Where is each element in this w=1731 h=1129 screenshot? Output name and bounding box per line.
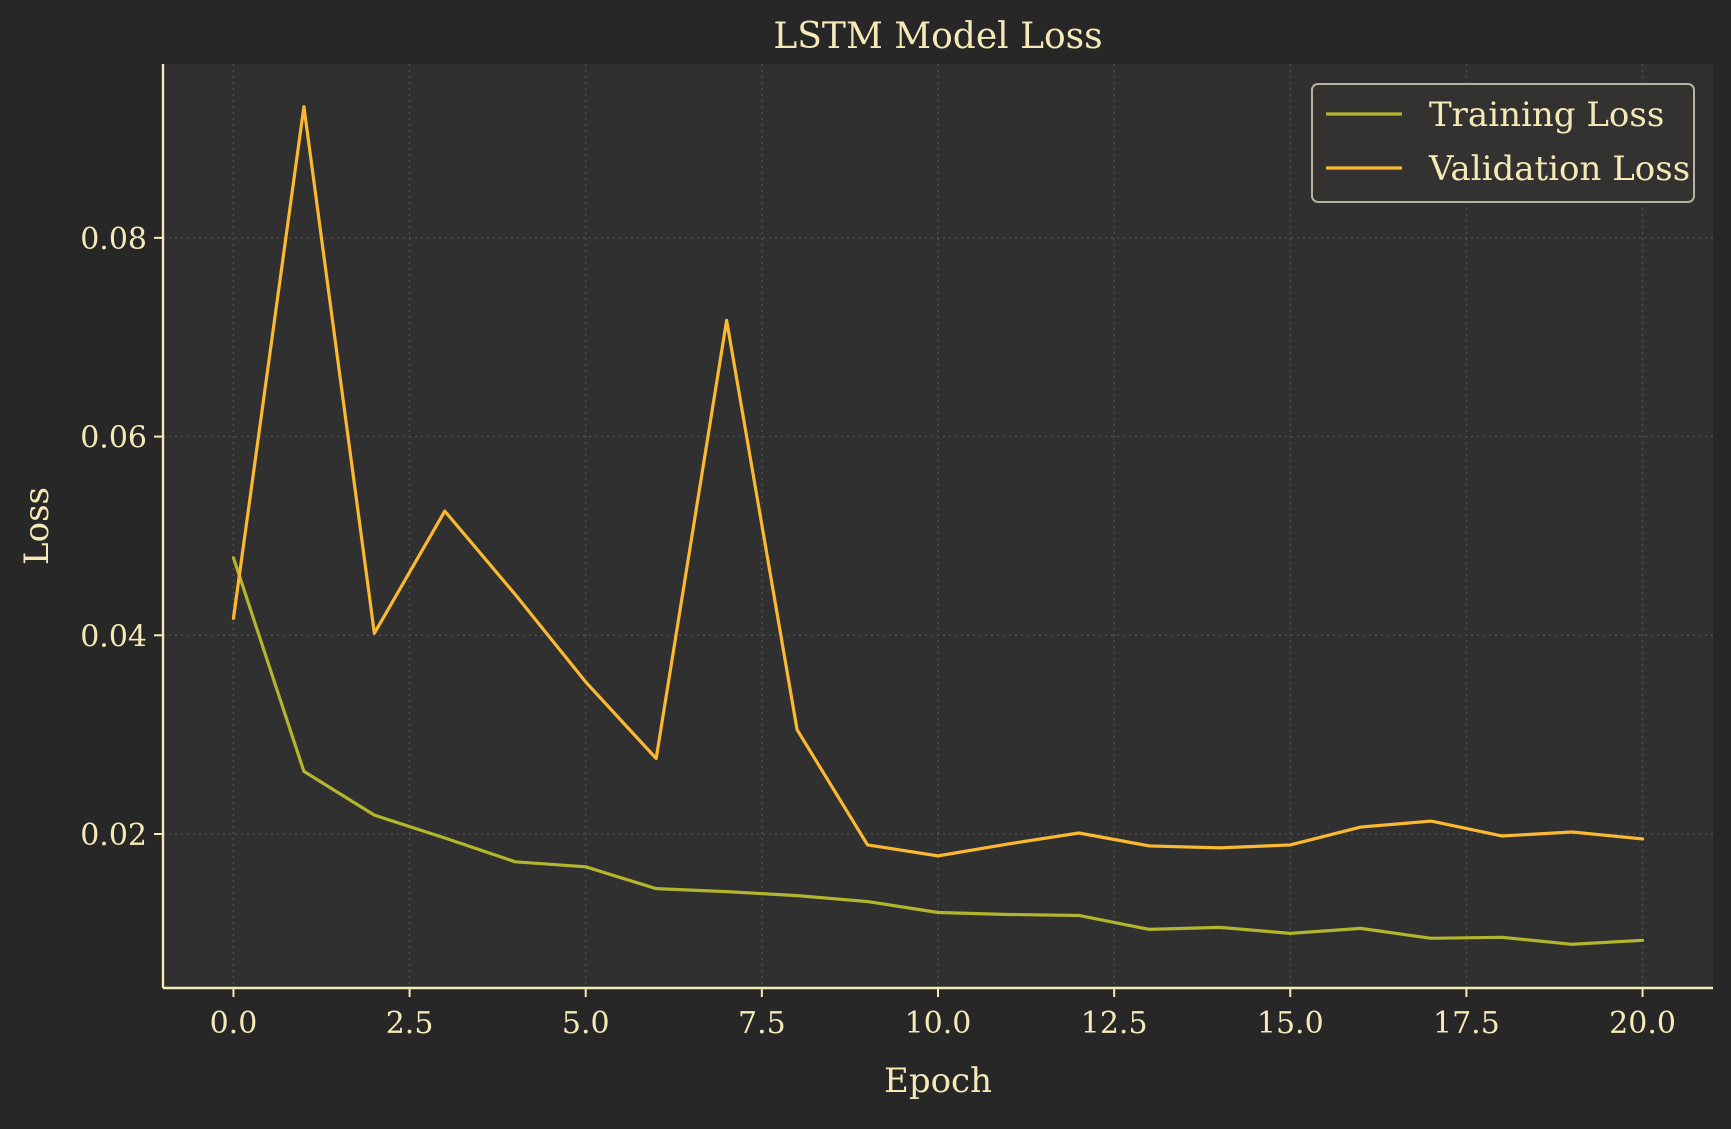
x-axis-label: Epoch — [884, 1061, 992, 1101]
x-tick-label: 7.5 — [738, 1006, 786, 1041]
chart-title: LSTM Model Loss — [773, 16, 1102, 57]
x-tick-label: 17.5 — [1433, 1006, 1500, 1041]
series-lines — [231, 105, 1645, 946]
x-tick-label: 12.5 — [1081, 1006, 1148, 1041]
series-line-validation-loss — [231, 105, 1645, 858]
legend-box — [1311, 83, 1695, 203]
series-line-training-loss — [231, 556, 1645, 946]
x-tick-label: 15.0 — [1257, 1006, 1324, 1041]
legend-label: Training Loss — [1429, 95, 1664, 135]
y-tick-label: 0.04 — [80, 619, 147, 654]
x-tick-label: 10.0 — [905, 1006, 972, 1041]
x-tick-label: 2.5 — [386, 1006, 434, 1041]
grid — [163, 64, 1713, 988]
y-tick-label: 0.02 — [80, 818, 147, 853]
legend-label: Validation Loss — [1428, 149, 1690, 189]
x-tick-label: 5.0 — [562, 1006, 610, 1041]
x-tick-label: 0.0 — [210, 1006, 258, 1041]
y-axis-label: Loss — [17, 487, 57, 565]
y-tick-label: 0.06 — [80, 421, 147, 456]
y-tick-label: 0.08 — [80, 222, 147, 257]
legend: Training Loss Validation Loss — [1311, 83, 1695, 203]
x-tick-label: 20.0 — [1609, 1006, 1676, 1041]
ticks: 0.0 2.5 5.0 7.5 10.0 12.5 15.0 17.5 20.0 0.02 0.04… — [80, 222, 1676, 1041]
